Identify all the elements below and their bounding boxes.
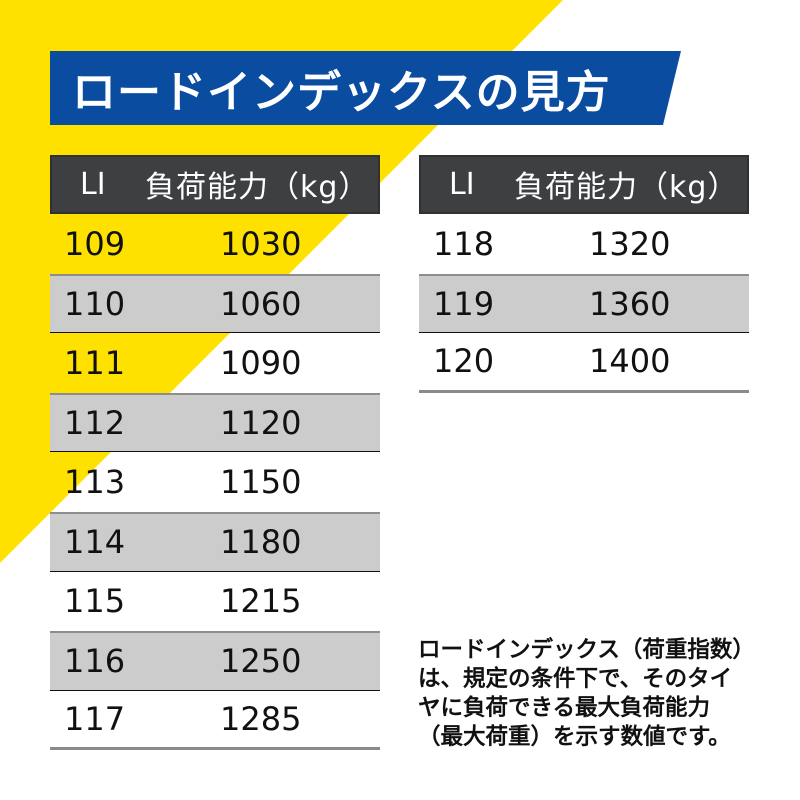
cell-li: 120 <box>433 342 495 381</box>
cell-capacity: 1400 <box>589 342 671 381</box>
cell-li: 117 <box>64 700 126 739</box>
explanation-note: ロードインデックス（荷重指数） は、規定の条件下で、そのタイ ヤに負荷できる最大… <box>418 636 778 752</box>
header-li: LI <box>449 166 475 202</box>
cell-li: 111 <box>64 343 126 382</box>
header-capacity: 負荷能力（kg） <box>145 169 370 205</box>
table-row: 113 1150 <box>50 452 380 512</box>
table-row: 116 1250 <box>50 631 380 691</box>
cell-capacity: 1250 <box>220 642 302 681</box>
note-line: は、規定の条件下で、そのタイ <box>418 666 733 692</box>
cell-capacity: 1320 <box>589 224 671 263</box>
cell-li: 116 <box>64 642 126 681</box>
table-header: LI 負荷能力（kg） <box>50 155 380 214</box>
cell-capacity: 1030 <box>220 224 302 263</box>
cell-li: 114 <box>64 523 126 562</box>
table-row: 119 1360 <box>419 273 749 334</box>
cell-li: 113 <box>64 463 126 502</box>
cell-capacity: 1090 <box>220 343 302 382</box>
table-row: 118 1320 <box>419 214 749 274</box>
table-row: 112 1120 <box>50 392 380 453</box>
header-capacity: 負荷能力（kg） <box>514 169 739 205</box>
load-index-table-left: LI 負荷能力（kg） 109 1030 110 1060 111 1090 1… <box>50 155 380 751</box>
cell-li: 115 <box>64 582 126 621</box>
cell-li: 118 <box>433 224 495 263</box>
table-row: 120 1400 <box>419 333 749 393</box>
cell-li: 110 <box>64 284 126 323</box>
table-row: 114 1180 <box>50 511 380 572</box>
cell-capacity: 1150 <box>220 463 302 502</box>
cell-capacity: 1120 <box>220 404 302 443</box>
cell-capacity: 1215 <box>220 582 302 621</box>
note-line: ヤに負荷できる最大負荷能力 <box>418 695 711 721</box>
table-header: LI 負荷能力（kg） <box>419 155 749 214</box>
table-row: 110 1060 <box>50 273 380 334</box>
cell-capacity: 1360 <box>589 284 671 323</box>
table-row: 109 1030 <box>50 214 380 274</box>
cell-li: 109 <box>64 224 126 263</box>
table-row: 115 1215 <box>50 572 380 632</box>
note-line: ロードインデックス（荷重指数） <box>418 637 755 663</box>
load-index-table-right: LI 負荷能力（kg） 118 1320 119 1360 120 1400 <box>419 155 749 393</box>
note-line: （最大荷重）を示す数値です。 <box>418 724 731 750</box>
table-row: 111 1090 <box>50 333 380 393</box>
cell-capacity: 1180 <box>220 523 302 562</box>
cell-capacity: 1060 <box>220 284 302 323</box>
title-banner: ロードインデックスの見方 <box>50 51 681 125</box>
table-row: 117 1285 <box>50 691 380 751</box>
cell-capacity: 1285 <box>220 700 302 739</box>
header-li: LI <box>80 166 106 202</box>
cell-li: 112 <box>64 404 126 443</box>
page-title: ロードインデックスの見方 <box>72 67 611 118</box>
cell-li: 119 <box>433 284 495 323</box>
